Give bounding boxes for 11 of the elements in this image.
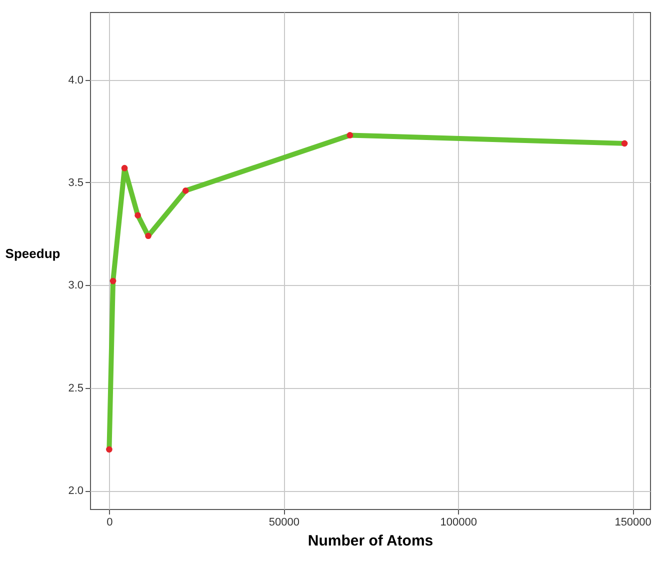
y-tick-label: 2.0	[68, 485, 84, 498]
y-axis-title: Speedup	[5, 246, 60, 261]
x-tick-label: 100000	[440, 516, 477, 528]
y-tick-label: 3.0	[68, 280, 84, 292]
x-tick-label: 150000	[614, 516, 652, 528]
y-tick-label: 2.5	[68, 382, 84, 394]
y-tick-label: 4.0	[68, 74, 84, 86]
x-axis-title: Number of Atoms	[308, 532, 434, 550]
x-tick-label: 50000	[268, 516, 300, 528]
y-tick-label: 3.5	[68, 176, 84, 189]
x-tick-label: 0	[106, 516, 113, 528]
